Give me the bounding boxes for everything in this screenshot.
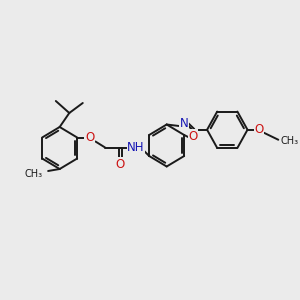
Text: O: O: [116, 158, 125, 171]
Text: CH₃: CH₃: [280, 136, 298, 146]
Text: O: O: [188, 130, 197, 143]
Text: O: O: [254, 123, 264, 136]
Text: O: O: [85, 131, 94, 144]
Text: CH₃: CH₃: [24, 169, 42, 179]
Text: N: N: [180, 117, 188, 130]
Text: NH: NH: [127, 141, 145, 154]
